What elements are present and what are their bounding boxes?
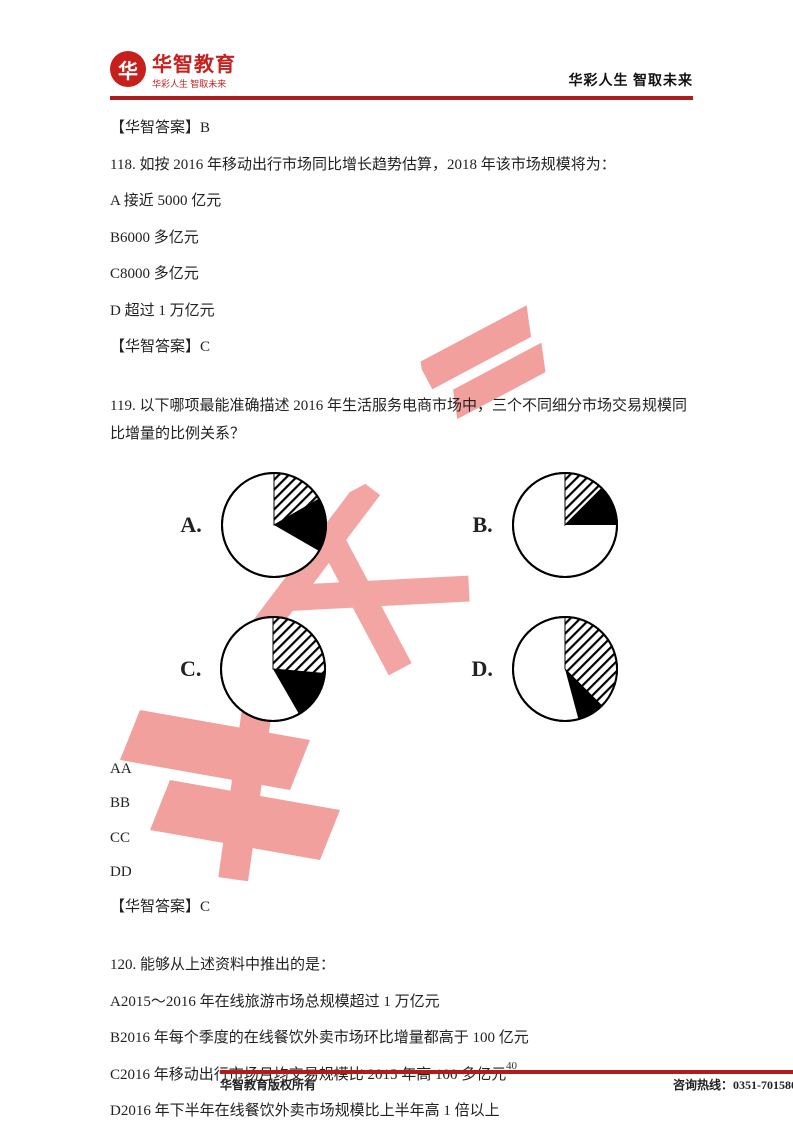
pie-option-d: D. <box>472 611 623 727</box>
q119-bb: BB <box>110 789 693 818</box>
q119-cc: CC <box>110 824 693 853</box>
header-slogan: 华彩人生 智取未来 <box>569 70 694 90</box>
pie-label-c: C. <box>180 648 201 690</box>
pie-chart-b <box>507 467 623 583</box>
pie-row-2: C. D. <box>110 611 693 727</box>
pie-chart-d <box>507 611 623 727</box>
logo-subtitle: 华彩人生 智取未来 <box>152 77 236 90</box>
content: 【华智答案】B 118. 如按 2016 年移动出行市场同比增长趋势估算，201… <box>110 114 693 1126</box>
page-footer: 40 华智教育版权所有 咨询热线：0351-7015808 <box>220 1070 793 1093</box>
spacer <box>110 370 693 384</box>
q120-option-d: D2016 年下半年在线餐饮外卖市场规模比上半年高 1 倍以上 <box>110 1097 693 1126</box>
answer-117: 【华智答案】B <box>110 114 693 143</box>
q119-aa: AA <box>110 755 693 784</box>
q119-stem: 119. 以下哪项最能准确描述 2016 年生活服务电商市场中，三个不同细分市场… <box>110 392 693 449</box>
logo-icon: 华 <box>110 51 146 87</box>
pie-label-d: D. <box>472 648 493 690</box>
footer-right: 咨询热线：0351-7015808 <box>673 1076 793 1093</box>
page-header: 华 华智教育 华彩人生 智取未来 华彩人生 智取未来 <box>110 48 693 100</box>
pie-chart-a <box>216 467 332 583</box>
pie-label-a: A. <box>180 504 201 546</box>
q120-option-b: B2016 年每个季度的在线餐饮外卖市场环比增量都高于 100 亿元 <box>110 1024 693 1053</box>
logo: 华 华智教育 华彩人生 智取未来 <box>110 48 236 90</box>
q119-dd: DD <box>110 858 693 887</box>
pie-option-c: C. <box>180 611 331 727</box>
pie-option-b: B. <box>472 467 622 583</box>
spacer <box>110 929 693 943</box>
logo-title: 华智教育 <box>152 48 236 77</box>
q120-stem: 120. 能够从上述资料中推出的是： <box>110 951 693 980</box>
q118-stem: 118. 如按 2016 年移动出行市场同比增长趋势估算，2018 年该市场规模… <box>110 151 693 180</box>
q118-option-d: D 超过 1 万亿元 <box>110 297 693 326</box>
footer-left: 华智教育版权所有 <box>220 1076 316 1093</box>
q118-option-b: B6000 多亿元 <box>110 224 693 253</box>
q118-option-c: C8000 多亿元 <box>110 260 693 289</box>
pie-label-b: B. <box>472 504 492 546</box>
q118-option-a: A 接近 5000 亿元 <box>110 187 693 216</box>
page-number: 40 <box>220 1060 793 1072</box>
q118-answer: 【华智答案】C <box>110 333 693 362</box>
pie-row-1: A. B. <box>110 467 693 583</box>
q120-option-a: A2015～2016 年在线旅游市场总规模超过 1 万亿元 <box>110 988 693 1017</box>
q119-option-list: AA BB CC DD <box>110 755 693 887</box>
pie-chart-c <box>215 611 331 727</box>
pie-option-a: A. <box>180 467 331 583</box>
q119-answer: 【华智答案】C <box>110 893 693 922</box>
